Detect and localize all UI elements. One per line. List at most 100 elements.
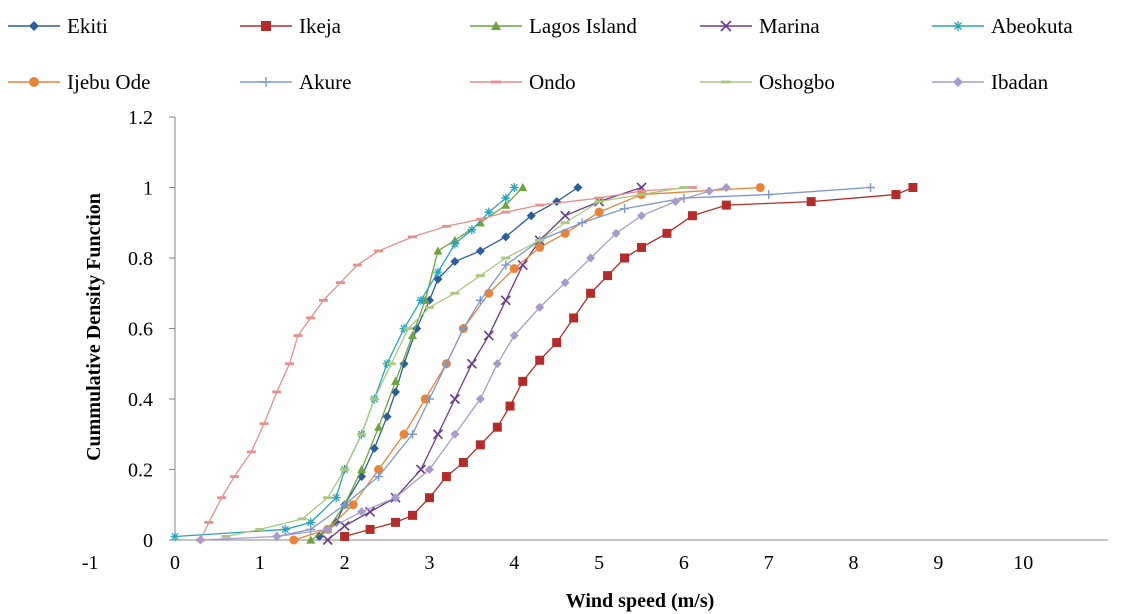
data-point bbox=[415, 464, 427, 475]
data-point bbox=[501, 193, 511, 203]
series-ijebu-ode bbox=[289, 183, 765, 545]
series-ondo bbox=[195, 186, 697, 542]
data-point bbox=[908, 183, 918, 192]
data-point bbox=[217, 496, 227, 500]
data-point bbox=[637, 211, 647, 221]
data-point bbox=[569, 313, 579, 323]
data-point bbox=[535, 355, 545, 365]
data-point bbox=[687, 186, 697, 189]
legend-marker bbox=[491, 21, 501, 30]
legend-marker bbox=[29, 77, 39, 87]
data-point bbox=[687, 211, 697, 221]
data-point bbox=[331, 493, 341, 503]
legend-marker bbox=[721, 80, 731, 84]
data-point bbox=[449, 393, 460, 405]
legend-item: Oshogbo bbox=[700, 70, 835, 94]
data-point bbox=[382, 412, 392, 422]
x-tick-label: 1 bbox=[255, 552, 265, 574]
data-point bbox=[272, 390, 282, 394]
data-point bbox=[374, 465, 384, 474]
data-point bbox=[866, 183, 876, 192]
data-point bbox=[517, 259, 528, 271]
data-point bbox=[246, 450, 256, 454]
data-point bbox=[386, 362, 396, 366]
data-point bbox=[352, 263, 362, 267]
data-point bbox=[357, 465, 367, 474]
legend-item: Marina bbox=[700, 14, 820, 38]
data-point bbox=[450, 291, 460, 295]
data-point bbox=[662, 228, 672, 238]
data-point bbox=[535, 203, 545, 207]
data-point bbox=[603, 271, 613, 281]
x-tick-label: 5 bbox=[594, 552, 604, 574]
data-point bbox=[322, 534, 333, 546]
series-abeokuta bbox=[170, 183, 519, 541]
data-point bbox=[306, 316, 316, 320]
data-point bbox=[424, 465, 434, 474]
data-point bbox=[620, 204, 630, 214]
data-point bbox=[535, 242, 545, 252]
legend-marker bbox=[953, 21, 963, 31]
y-tick-label: 0.8 bbox=[128, 248, 153, 270]
data-point bbox=[407, 235, 417, 239]
data-point bbox=[391, 493, 401, 503]
data-point bbox=[560, 278, 570, 288]
data-point bbox=[424, 305, 434, 309]
data-point bbox=[450, 239, 460, 249]
data-point bbox=[441, 224, 451, 228]
data-point bbox=[399, 429, 409, 439]
data-point bbox=[501, 210, 511, 214]
data-point bbox=[391, 387, 401, 397]
data-point bbox=[340, 531, 350, 541]
legend-label: Marina bbox=[759, 14, 820, 38]
legend-marker bbox=[261, 77, 271, 87]
data-point bbox=[535, 238, 545, 242]
data-point bbox=[721, 183, 731, 192]
data-point bbox=[594, 207, 604, 217]
data-point bbox=[509, 264, 519, 274]
data-point bbox=[441, 359, 451, 369]
data-point bbox=[586, 253, 596, 263]
data-point bbox=[594, 196, 604, 200]
data-point bbox=[357, 507, 367, 517]
data-point bbox=[369, 443, 379, 453]
data-point bbox=[611, 228, 621, 238]
data-point bbox=[552, 197, 562, 207]
data-point bbox=[318, 298, 328, 302]
data-point bbox=[466, 358, 477, 369]
legend-marker bbox=[491, 80, 501, 84]
x-tick-label: 2 bbox=[340, 552, 350, 574]
legend-marker bbox=[953, 77, 963, 87]
x-tick-label: 4 bbox=[509, 552, 519, 574]
data-point bbox=[475, 217, 485, 221]
data-point bbox=[721, 200, 731, 210]
data-point bbox=[433, 267, 443, 277]
data-point bbox=[509, 331, 519, 341]
data-point bbox=[403, 327, 413, 330]
legend-marker bbox=[261, 21, 271, 31]
x-tick-label: 9 bbox=[933, 552, 943, 574]
data-point bbox=[484, 207, 494, 217]
data-point bbox=[458, 457, 468, 467]
data-point bbox=[357, 432, 367, 436]
data-point bbox=[475, 295, 485, 305]
data-point bbox=[323, 524, 333, 534]
data-point bbox=[348, 500, 358, 510]
legend-marker bbox=[720, 20, 732, 32]
data-point bbox=[806, 197, 816, 207]
legend-item: Lagos Island bbox=[470, 14, 637, 38]
series-line bbox=[199, 186, 693, 541]
data-point bbox=[365, 506, 376, 517]
data-point bbox=[670, 197, 680, 207]
data-point bbox=[586, 288, 596, 298]
y-tick-label: 1.2 bbox=[128, 107, 153, 129]
data-point bbox=[526, 211, 536, 221]
data-point bbox=[637, 242, 647, 252]
data-point bbox=[391, 376, 401, 385]
legend-marker bbox=[29, 21, 39, 31]
x-tick-label: -1 bbox=[82, 552, 99, 574]
data-point bbox=[764, 190, 774, 200]
data-point bbox=[704, 186, 714, 196]
legend-label: Abeokuta bbox=[991, 14, 1073, 38]
